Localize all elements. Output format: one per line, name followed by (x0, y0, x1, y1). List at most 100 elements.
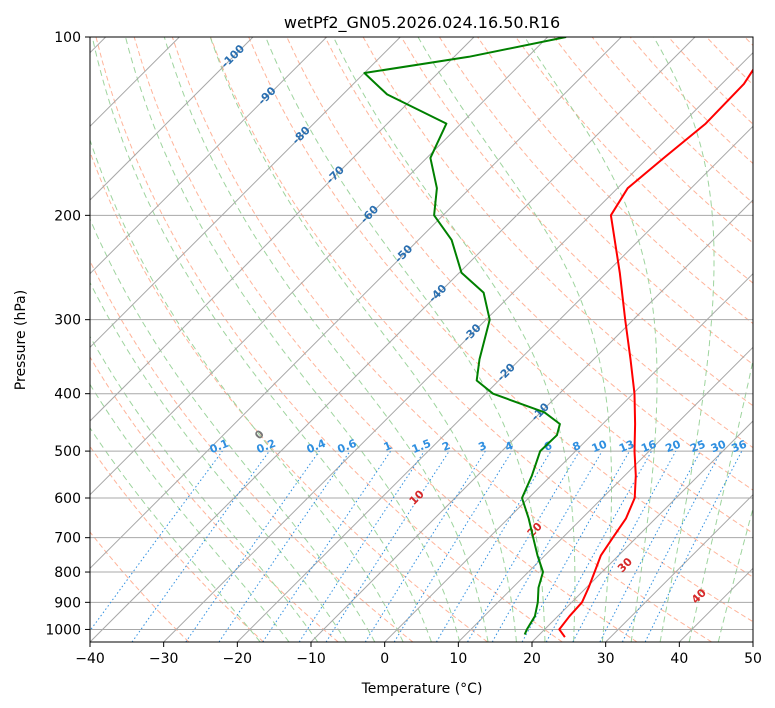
mixing-ratio-lines (90, 450, 743, 642)
isotherm-line (90, 37, 696, 642)
profiles (363, 37, 753, 638)
dewpoint-profile (363, 37, 567, 635)
moist-adiabat-line (90, 383, 290, 642)
y-tick-label: 400 (54, 387, 81, 403)
isotherms (90, 37, 753, 642)
dry-adiabat-line (438, 37, 753, 366)
moist-adiabat-line (265, 37, 546, 642)
mixing-ratio-label: 16 (639, 437, 658, 455)
moist-adiabat-line (688, 358, 753, 642)
isotherm-line (90, 37, 622, 570)
mixing-ratio-label: 13 (617, 438, 636, 456)
mixing-ratio-line (521, 450, 630, 642)
moist-adiabats (90, 37, 753, 642)
isotherm-line (90, 37, 254, 201)
y-axis: 1000 900 800 700 600 500 400 300 200 100 (45, 30, 90, 638)
x-tick-label: 0 (380, 651, 389, 667)
dry-adiabat-line (95, 37, 563, 642)
moist-adiabat-line (91, 37, 432, 642)
isotherm-line (310, 199, 753, 642)
dry-adiabat-line (324, 37, 753, 491)
dry-adiabat-line (90, 445, 264, 642)
moist-adiabat-line (125, 37, 461, 642)
mixing-ratio-label: 8 (571, 439, 583, 454)
isotherm-line (531, 420, 753, 642)
moist-adiabat-line (90, 427, 261, 642)
mixing-ratio-label: 36 (730, 437, 749, 455)
isotherm-line (384, 272, 753, 642)
mixing-ratio-line (131, 450, 270, 642)
moist-adiabat-line (417, 37, 612, 642)
dry-adiabat-line (90, 531, 190, 642)
x-axis: −40 −30 −20 −10 0 10 20 30 40 50 (75, 642, 762, 667)
mixing-ratio-label: 30 (709, 437, 728, 455)
y-axis-title: Pressure (hPa) (13, 290, 29, 390)
moist-adiabat-line (209, 37, 517, 642)
x-tick-label: −20 (223, 651, 253, 667)
plot-frame (89, 36, 754, 643)
x-tick-label: −40 (75, 651, 105, 667)
mixing-ratio-line (393, 450, 513, 642)
dry-adiabat-line (171, 37, 712, 642)
x-tick-label: −10 (296, 651, 326, 667)
mixing-ratio-label: 3 (477, 439, 489, 454)
x-tick-label: 20 (523, 651, 541, 667)
mixing-ratio-line (572, 450, 677, 642)
y-tick-label: 100 (54, 30, 81, 46)
isotherm-line (605, 493, 753, 642)
mixing-ratio-label: 2 (440, 439, 452, 454)
moist-adiabat-line (524, 37, 658, 642)
chart-title: wetPf2_GN05.2026.024.16.50.R16 (284, 13, 560, 33)
isotherm-line (90, 37, 475, 422)
mixing-ratio-line (185, 450, 320, 642)
moist-adiabat-line (717, 506, 753, 642)
mixing-ratio-label: 20 (664, 437, 683, 455)
y-tick-label: 700 (54, 531, 81, 547)
mixing-ratio-label: 25 (688, 438, 707, 456)
dry-adiabat-line (400, 37, 753, 407)
mixing-ratio-line (218, 450, 351, 642)
mixing-ratio-line (298, 450, 425, 642)
dry-adiabat-line (515, 37, 753, 284)
x-tick-label: 10 (449, 651, 467, 667)
mixing-ratio-line (90, 450, 223, 632)
dry-adiabat-line (90, 356, 339, 642)
dry-adiabat-line (210, 37, 753, 623)
temperature-profile (558, 68, 753, 638)
x-tick-label: 40 (670, 651, 688, 667)
x-tick-label: 50 (744, 651, 762, 667)
moist-adiabat-line (90, 217, 376, 642)
moist-adiabat-line (90, 281, 347, 642)
dry-adiabat-line (248, 37, 753, 578)
x-tick-label: 30 (597, 651, 615, 667)
isotherm-line (236, 125, 753, 642)
mixing-ratio-line (262, 450, 392, 642)
moist-adiabat-line (90, 138, 404, 642)
moist-adiabat-line (90, 335, 319, 642)
dry-adiabats (90, 37, 753, 642)
y-tick-label: 300 (54, 313, 81, 329)
moist-adiabat-line (653, 37, 715, 642)
y-tick-label: 1000 (45, 622, 81, 638)
mixing-ratio-line (325, 450, 450, 642)
mixing-ratio-line (545, 450, 653, 642)
background-lines (90, 37, 753, 642)
x-axis-title: Temperature (°C) (361, 681, 483, 697)
dry-adiabat-line (90, 150, 488, 642)
isotherm-line (163, 51, 753, 642)
mixing-ratio-label: 10 (590, 437, 609, 455)
y-tick-label: 600 (54, 491, 81, 507)
mixing-ratio-label: 1 (382, 439, 394, 454)
isotherm-line (90, 37, 328, 275)
mixing-ratio-line (644, 450, 743, 642)
moist-adiabat-line (163, 37, 489, 642)
y-tick-label: 500 (54, 444, 81, 460)
dry-adiabat-line (133, 37, 638, 642)
y-tick-label: 800 (54, 565, 81, 581)
isotherm-line (457, 346, 753, 642)
isotherm-line (90, 37, 401, 349)
y-tick-label: 900 (54, 595, 81, 611)
x-tick-label: −30 (149, 651, 179, 667)
